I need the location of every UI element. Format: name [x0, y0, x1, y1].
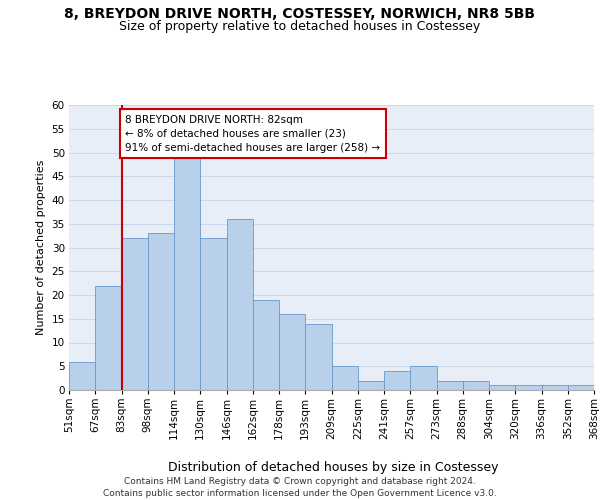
- Bar: [227, 219, 253, 390]
- Bar: [463, 380, 489, 390]
- Bar: [489, 385, 515, 390]
- Bar: [410, 366, 437, 390]
- Bar: [437, 380, 463, 390]
- Bar: [200, 238, 227, 390]
- Bar: [279, 314, 305, 390]
- Text: 8, BREYDON DRIVE NORTH, COSTESSEY, NORWICH, NR8 5BB: 8, BREYDON DRIVE NORTH, COSTESSEY, NORWI…: [65, 8, 536, 22]
- Bar: [331, 366, 358, 390]
- Bar: [384, 371, 410, 390]
- Text: Size of property relative to detached houses in Costessey: Size of property relative to detached ho…: [119, 20, 481, 33]
- Text: Contains HM Land Registry data © Crown copyright and database right 2024.
Contai: Contains HM Land Registry data © Crown c…: [103, 476, 497, 498]
- Bar: [515, 385, 542, 390]
- Bar: [305, 324, 331, 390]
- Bar: [174, 152, 200, 390]
- Bar: [121, 238, 148, 390]
- Bar: [148, 233, 174, 390]
- Bar: [568, 385, 594, 390]
- Bar: [69, 362, 95, 390]
- Bar: [95, 286, 121, 390]
- Bar: [542, 385, 568, 390]
- Text: 8 BREYDON DRIVE NORTH: 82sqm
← 8% of detached houses are smaller (23)
91% of sem: 8 BREYDON DRIVE NORTH: 82sqm ← 8% of det…: [125, 114, 380, 152]
- Bar: [253, 300, 279, 390]
- Bar: [358, 380, 384, 390]
- Y-axis label: Number of detached properties: Number of detached properties: [36, 160, 46, 335]
- Text: Distribution of detached houses by size in Costessey: Distribution of detached houses by size …: [168, 461, 498, 474]
